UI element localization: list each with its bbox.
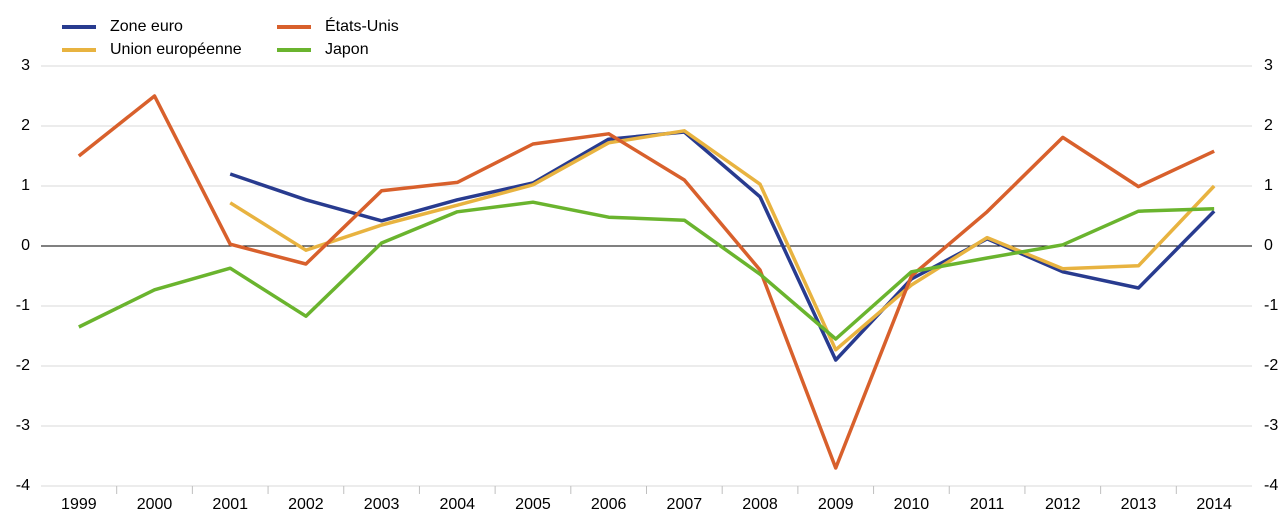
x-tick-label: 2004 [439, 496, 475, 513]
y2-tick-label: -2 [1264, 357, 1278, 374]
y2-tick-label: -4 [1264, 477, 1278, 494]
legend-label: Zone euro [110, 18, 183, 35]
y-tick-label: 3 [21, 57, 30, 74]
x-tick-label: 2001 [212, 496, 248, 513]
x-tick-label: 1999 [61, 496, 97, 513]
x-tick-label: 2005 [515, 496, 551, 513]
y2-tick-label: -1 [1264, 297, 1278, 314]
legend-label: Union européenne [110, 41, 242, 58]
y-tick-label: 0 [21, 237, 30, 254]
y-tick-label: -2 [16, 357, 30, 374]
y-tick-label: -3 [16, 417, 30, 434]
x-tick-label: 2010 [894, 496, 930, 513]
series-line [229, 129, 1216, 352]
y2-tick-label: -3 [1264, 417, 1278, 434]
x-tick-label: 2008 [742, 496, 778, 513]
x-tick-label: 2009 [818, 496, 854, 513]
y-tick-label: 1 [21, 177, 30, 194]
y-tick-label: -4 [16, 477, 30, 494]
y2-tick-label: 3 [1264, 57, 1273, 74]
x-tick-label: 2014 [1196, 496, 1232, 513]
legend-label: États-Unis [325, 16, 399, 35]
x-tick-label: 2012 [1045, 496, 1081, 513]
y2-tick-label: 0 [1264, 237, 1273, 254]
x-tick-label: 2000 [137, 496, 173, 513]
series-line [78, 200, 1215, 341]
x-tick-label: 2003 [364, 496, 400, 513]
x-tick-label: 2011 [970, 496, 1005, 513]
legend-label: Japon [325, 41, 369, 58]
y2-tick-label: 2 [1264, 117, 1273, 134]
y-tick-label: -1 [16, 297, 30, 314]
series-line [229, 130, 1216, 362]
x-tick-label: 2002 [288, 496, 324, 513]
series-line [77, 94, 1215, 470]
y2-tick-label: 1 [1264, 177, 1273, 194]
x-tick-label: 2013 [1121, 496, 1157, 513]
x-tick-label: 2007 [667, 496, 703, 513]
y-tick-label: 2 [21, 117, 30, 134]
x-tick-label: 2006 [591, 496, 627, 513]
